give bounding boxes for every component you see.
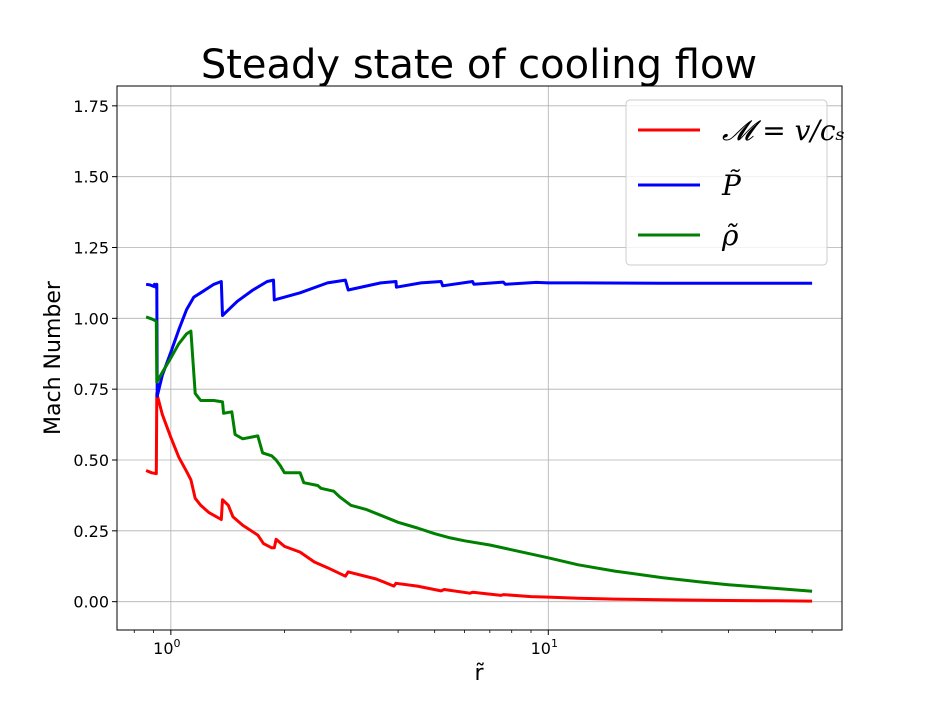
legend-box: [625, 99, 828, 266]
legend-label: P̃: [721, 169, 742, 202]
x-axis-label: r̃: [474, 661, 484, 686]
y-tick-label: 1.25: [73, 239, 109, 258]
series-line: [145, 315, 813, 593]
plot-frame: [116, 85, 843, 631]
legend: 𝓜 = v/cₛ P̃ ρ̃: [625, 99, 845, 266]
chart-title: Steady state of cooling flow: [201, 42, 757, 88]
y-tick-label: 0.25: [73, 522, 109, 541]
y-tick-label: 0.50: [73, 451, 109, 470]
legend-label: ρ̃: [721, 219, 739, 252]
x-tick-label: 100: [153, 637, 180, 658]
y-tick-label: 1.00: [73, 309, 109, 328]
legend-label: 𝓜 = v/cₛ: [722, 114, 845, 147]
y-tick-label: 0.00: [73, 593, 109, 612]
y-tick-label: 1.75: [73, 97, 109, 116]
ticks: 0.00 0.25 0.50 0.75 1.00 1.25 1.50 1.75 100 101: [73, 97, 813, 658]
x-tick-label: 101: [531, 637, 558, 658]
y-tick-label: 1.50: [73, 168, 109, 187]
series-line: [145, 278, 813, 398]
y-axis-label: Mach Number: [41, 280, 66, 435]
series-lines: [145, 278, 813, 603]
series-line: [145, 391, 813, 603]
y-tick-label: 0.75: [73, 380, 109, 399]
